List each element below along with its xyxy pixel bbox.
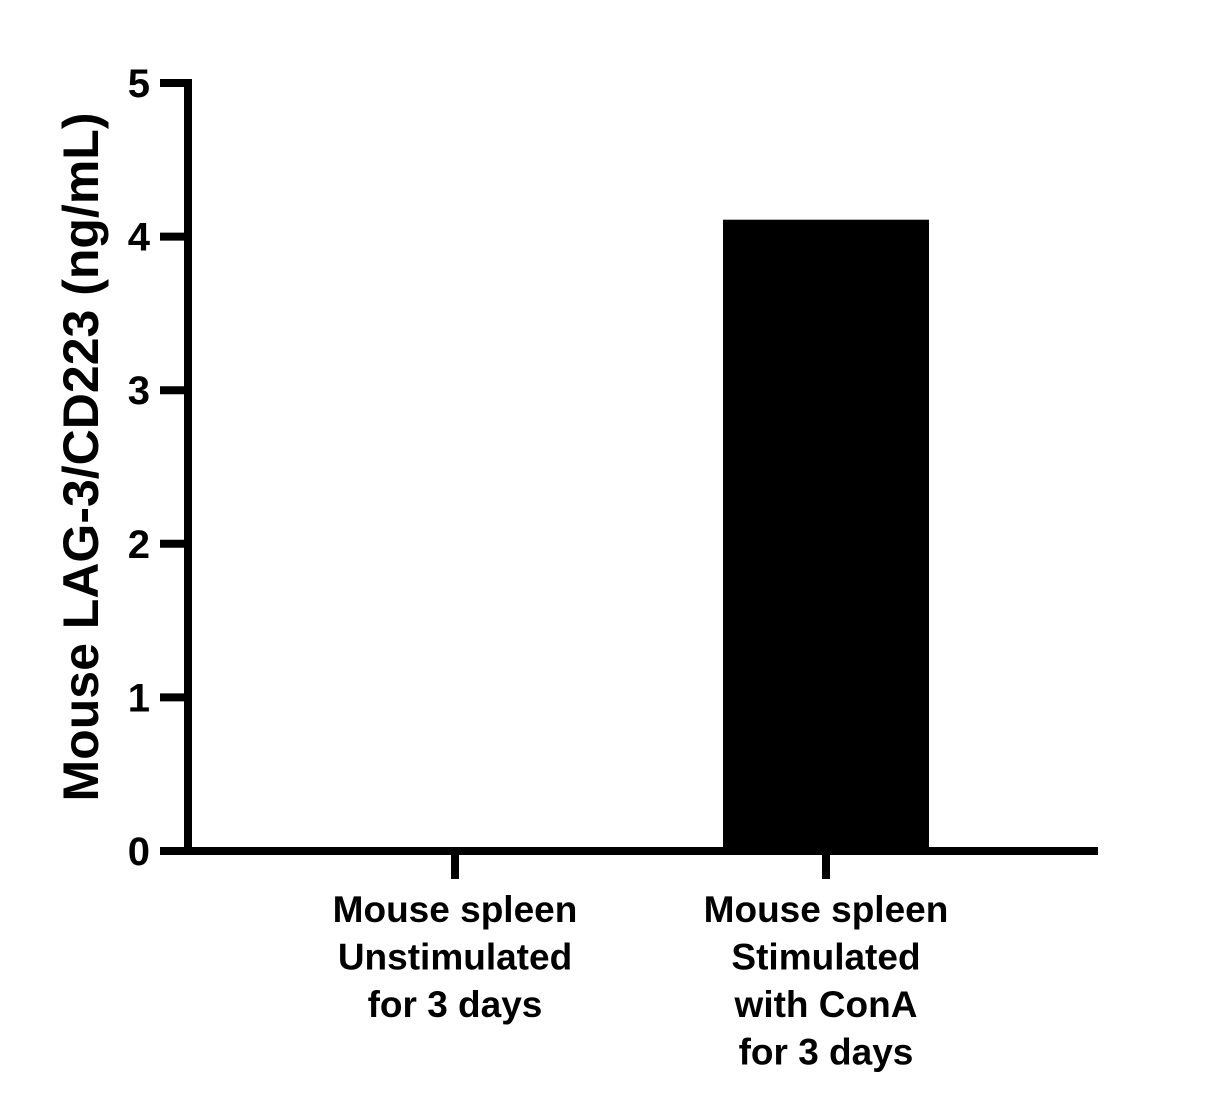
y-tick-label: 2 xyxy=(128,523,150,567)
x-category-label: Mouse spleen Unstimulated for 3 days xyxy=(333,889,578,1025)
y-tick-label: 3 xyxy=(128,369,150,413)
bar-2 xyxy=(723,219,929,852)
x-ticks: Mouse spleen Unstimulated for 3 daysMouse … xyxy=(333,851,949,1073)
x-category-label-line: for 3 days xyxy=(739,1032,914,1073)
y-tick-label: 0 xyxy=(128,830,150,874)
axes-layer xyxy=(160,79,1098,855)
bars-layer xyxy=(723,219,929,852)
x-category-label-line: Mouse spleen xyxy=(704,889,949,930)
x-category-label-line: with ConA xyxy=(734,984,918,1025)
y-tick-label: 4 xyxy=(128,216,151,260)
x-category-label-line: Mouse spleen xyxy=(333,889,578,930)
y-axis-label: Mouse LAG-3/CD223 (ng/mL) xyxy=(53,113,109,802)
x-category-label-line: Stimulated xyxy=(731,937,920,978)
y-tick-label: 5 xyxy=(128,62,150,106)
x-category-label-line: Unstimulated xyxy=(338,937,572,978)
y-ticks: 0 1 2 3 4 5 xyxy=(128,62,188,874)
x-category-label-line: for 3 days xyxy=(368,984,543,1025)
x-category-label: Mouse spleen Stimulated with ConA for 3 day… xyxy=(704,889,949,1073)
y-tick-label: 1 xyxy=(128,676,150,720)
